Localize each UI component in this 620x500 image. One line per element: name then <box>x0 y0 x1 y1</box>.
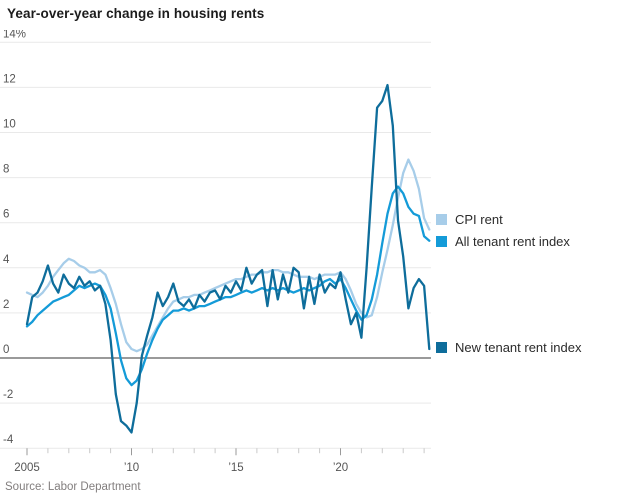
x-axis-tick-label: ’15 <box>228 462 243 474</box>
y-axis-tick-label: 6 <box>3 209 9 221</box>
x-axis-tick-label: ’10 <box>124 462 139 474</box>
legend-item-new-tenant-rent-index: New tenant rent index <box>436 338 581 356</box>
y-axis-tick-label: 10 <box>3 119 16 131</box>
legend-label-all-tenant-rent-index: All tenant rent index <box>455 233 570 249</box>
legend-swatch-new-tenant-rent-index <box>436 341 447 353</box>
y-axis-tick-label: 12 <box>3 73 16 85</box>
legend-label-new-tenant-rent-index: New tenant rent index <box>455 339 582 355</box>
legend-swatch-cpi-rent <box>436 213 447 225</box>
y-axis-tick-label: -2 <box>3 389 13 401</box>
y-axis-tick-label: 2 <box>3 299 9 311</box>
chart-title: Year-over-year change in housing rents <box>7 6 265 21</box>
x-axis-tick-label: 2005 <box>14 462 40 474</box>
line-chart-plot-area: -4 -2 0 2 4 6 8 10 12 14% 2005 ’10 ’15 ’20 <box>0 30 431 474</box>
x-axis-tick-label: ’20 <box>333 462 348 474</box>
legend-item-all-tenant-rent-index: All tenant rent index <box>436 232 570 250</box>
y-axis-tick-label: 14% <box>3 30 26 40</box>
legend-item-cpi-rent: CPI rent <box>436 210 503 228</box>
legend-label-cpi-rent: CPI rent <box>455 211 503 227</box>
y-axis-tick-label: 4 <box>3 254 10 266</box>
series-line-new-tenant-rent-index <box>25 83 431 434</box>
y-axis-tick-label: 0 <box>3 344 9 356</box>
series-line-cpi-rent <box>25 158 431 353</box>
y-axis-tick-label: -4 <box>3 434 14 446</box>
y-axis-tick-label: 8 <box>3 164 9 176</box>
legend-swatch-all-tenant-rent-index <box>436 235 447 247</box>
source-note: Source: Labor Department <box>5 481 141 493</box>
